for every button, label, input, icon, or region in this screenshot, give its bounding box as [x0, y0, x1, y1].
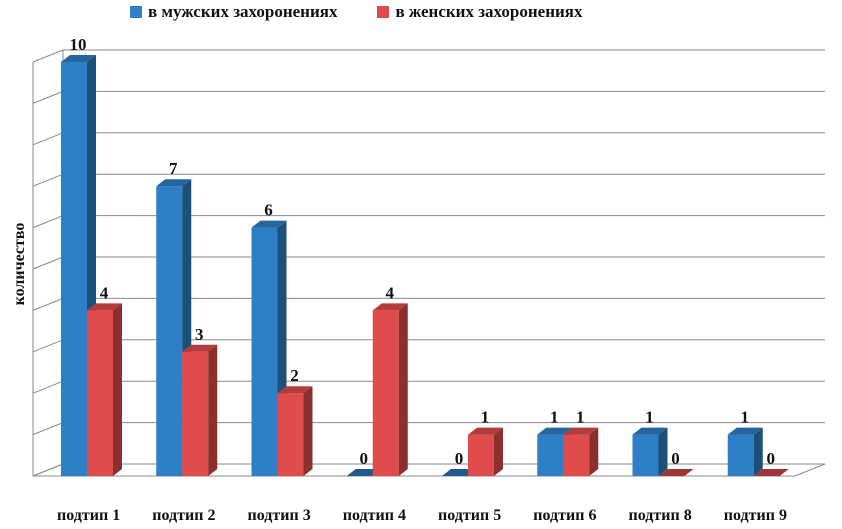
bar-side	[589, 427, 599, 476]
gridline-side	[32, 339, 64, 353]
bar-top	[468, 427, 503, 435]
gridline-side	[32, 173, 64, 187]
bar-front	[537, 434, 564, 476]
data-label: 0	[767, 449, 776, 468]
bar-side	[494, 427, 503, 476]
x-tick-label: подтип 8	[629, 507, 692, 524]
x-tick-label: подтип 5	[438, 507, 501, 524]
legend-item-male: в мужских захоронениях	[130, 2, 337, 22]
gridline-side	[32, 49, 64, 63]
legend-swatch-female	[377, 6, 390, 18]
bar-top	[727, 427, 763, 435]
gridline-side	[32, 256, 64, 270]
data-label: 3	[195, 325, 204, 344]
bar-side	[113, 303, 122, 476]
gridline-side	[32, 132, 64, 146]
bar-side	[208, 344, 218, 476]
bar-front	[632, 434, 659, 476]
bar-top	[182, 344, 218, 352]
bar-side	[753, 427, 763, 476]
gridline-side	[32, 380, 64, 394]
data-label: 1	[481, 408, 490, 427]
bar-side	[398, 303, 408, 476]
bar-front	[727, 434, 754, 476]
data-label: 1	[741, 408, 750, 427]
data-label: 4	[100, 283, 109, 302]
bar-side	[658, 427, 668, 476]
bar-front	[563, 434, 590, 476]
bar-top	[372, 303, 408, 311]
bar-top	[563, 427, 599, 435]
bar-zero	[753, 469, 789, 476]
bar-front	[468, 434, 494, 476]
bar-front	[182, 351, 209, 476]
bar-front	[277, 393, 304, 476]
legend-label-male: в мужских захоронениях	[148, 2, 338, 21]
chart-floor	[32, 463, 826, 477]
legend-label-female: в женских захоронениях	[395, 2, 583, 21]
data-label: 7	[169, 159, 178, 178]
x-tick-label: подтип 4	[343, 507, 406, 524]
x-tick-label: подтип 3	[248, 507, 311, 524]
legend-item-female: в женских захоронениях	[377, 2, 583, 22]
bar-top	[277, 386, 313, 394]
legend-swatch-male	[130, 6, 142, 18]
data-label: 1	[576, 408, 585, 427]
bar-top	[87, 303, 122, 311]
bar-top	[537, 427, 573, 435]
data-label: 10	[70, 35, 87, 54]
bar-side	[303, 386, 313, 476]
legend: в мужских захоронениях в женских захорон…	[130, 2, 583, 22]
data-label: 6	[264, 201, 273, 220]
gridline-side	[32, 297, 64, 311]
data-label: 4	[386, 283, 395, 302]
data-label: 2	[290, 366, 299, 385]
bar-zero	[658, 469, 694, 476]
bar-front	[87, 310, 113, 476]
bar-top	[632, 427, 668, 435]
x-tick-label: подтип 2	[152, 507, 215, 524]
gridline-side	[32, 90, 64, 104]
x-tick-label: подтип 9	[724, 507, 787, 524]
data-label: 0	[671, 449, 680, 468]
bar-front	[372, 310, 399, 476]
x-tick-label: подтип 1	[57, 507, 120, 524]
bar-top	[251, 220, 287, 228]
data-label: 1	[645, 408, 654, 427]
data-label: 1	[550, 408, 559, 427]
gridline-side	[32, 215, 64, 229]
x-tick-label: подтип 6	[533, 507, 596, 524]
bar-top	[156, 179, 192, 187]
bar-front	[156, 186, 183, 476]
bar-top	[61, 55, 96, 62]
data-label: 0	[360, 449, 369, 468]
bar-front	[251, 227, 278, 476]
data-label: 0	[455, 449, 464, 468]
bar-front	[61, 62, 87, 476]
gridline-side	[32, 422, 64, 436]
